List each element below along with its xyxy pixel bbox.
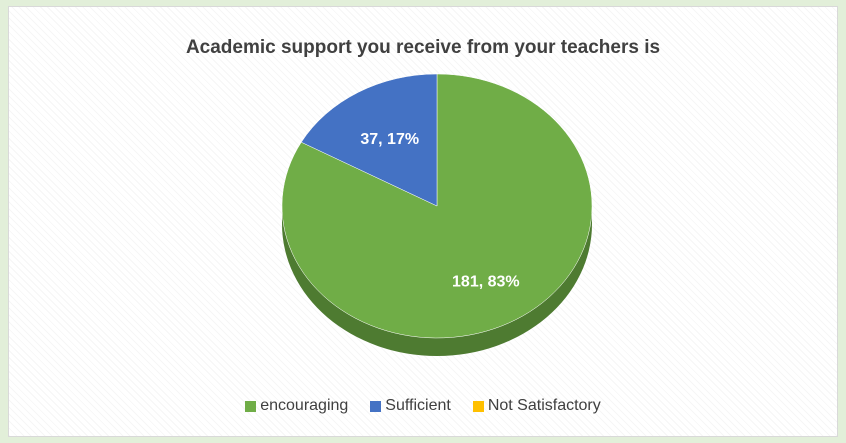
legend-swatch (245, 400, 257, 412)
chart-legend: encouraging Sufficient Not Satisfactory (9, 397, 837, 415)
legend-swatch (472, 400, 484, 412)
data-label-encouraging: 181, 83% (452, 273, 520, 290)
legend-item-not-satisfactory: Not Satisfactory (472, 397, 601, 415)
legend-label: Not Satisfactory (487, 397, 601, 414)
pie-slice-sufficient (300, 73, 438, 207)
legend-item-sufficient: Sufficient (370, 397, 451, 415)
legend-label: Sufficient (385, 397, 451, 414)
legend-item-encouraging: encouraging (245, 397, 348, 415)
chart-area: Academic support you receive from your t… (8, 6, 838, 437)
chart-title: Academic support you receive from your t… (185, 37, 661, 58)
data-label-sufficient: 37, 17% (360, 131, 419, 148)
legend-label: encouraging (260, 397, 349, 414)
legend-swatch (370, 400, 382, 412)
pie-chart: 181, 83% 37, 17% (281, 73, 593, 356)
